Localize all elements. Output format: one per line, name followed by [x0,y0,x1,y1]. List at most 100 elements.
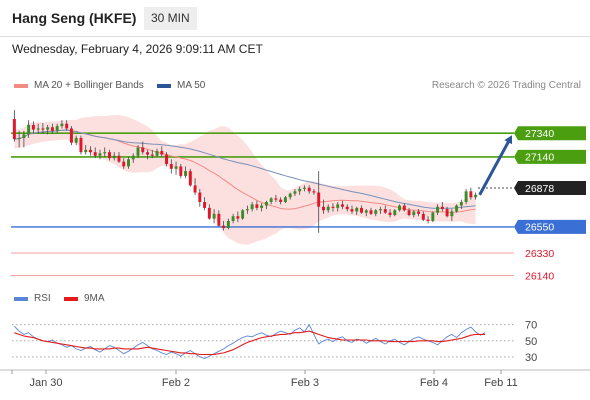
rsi-panel: 70 50 30 [12,320,537,364]
x-tick-label: Feb 2 [162,377,190,389]
legend-9ma-label: 9MA [84,293,105,304]
candle-body [174,166,178,169]
candle [88,146,92,156]
candle-body [84,149,88,153]
candle [440,201,444,212]
candle-body [74,137,78,143]
candle [74,135,78,146]
candle [98,149,102,160]
candle-body [383,209,387,213]
candle [469,187,473,200]
candle [431,211,435,223]
candle-body [464,191,468,202]
candle-body [393,210,397,216]
candle-body [165,154,169,165]
candle [402,203,406,212]
candle [369,207,373,216]
candle [165,152,169,167]
legend-9ma-swatch [64,296,78,301]
candle [131,153,135,163]
candle-body [417,211,421,214]
candle [388,209,392,218]
candle [321,199,325,214]
candle-body [36,128,40,130]
candle-body [136,147,140,156]
candle-body [50,127,54,131]
candle [355,206,359,216]
resistance-tag-1-box [514,126,586,141]
candle [188,168,192,187]
candle-body [402,205,406,211]
candle [436,204,440,216]
timeframe-badge[interactable]: 30 MIN [144,7,197,30]
candle [350,205,354,214]
candle-body [207,207,211,219]
candles [12,110,478,233]
candle [79,135,83,155]
x-tick-label: Feb 4 [420,377,448,389]
candle-body [17,137,21,140]
legend-ma20-swatch [14,83,28,88]
candle [236,211,240,223]
candle-body [379,209,382,211]
candle [412,210,416,218]
candle-body [141,147,145,153]
candle-body [193,185,197,193]
target-label-1: 26330 [525,248,554,260]
candle-body [355,207,359,212]
candle-body [407,210,411,216]
x-tick-label: Jan 30 [29,377,62,389]
candle-body [241,210,245,219]
candle [127,156,130,169]
candle [374,209,378,217]
candle-body [321,206,325,211]
candle-body [212,213,216,219]
candle-body [203,201,207,208]
candle [288,192,292,200]
candle [12,110,16,142]
candle-body [255,204,259,208]
candle [336,201,340,212]
candle [241,209,245,220]
candle [36,123,40,134]
candle-body [245,209,249,211]
candle-body [41,128,45,130]
bollinger-fill [14,114,476,245]
candle-body [169,164,173,169]
candle [293,188,297,197]
candle [60,120,64,129]
candle [174,161,178,175]
candle-body [421,213,425,220]
candle-body [198,192,202,202]
candle-body [360,207,363,213]
candle [155,148,159,157]
candle-body [474,194,478,198]
candle [122,158,126,169]
candle [341,200,344,210]
candle-body [250,204,254,210]
candle-body [226,220,230,229]
support-tag-1: 26550 [514,219,586,234]
candle-body [88,149,92,153]
candle-body [146,152,149,155]
candle [459,199,463,210]
candle-body [374,210,378,214]
candle [179,164,183,179]
candle-body [298,188,302,192]
candle [398,204,402,212]
candle [331,203,335,212]
candle-body [264,201,268,206]
candle-body [236,216,240,219]
candle [307,185,311,194]
x-tick-label: Feb 11 [484,377,517,389]
candle [364,209,368,217]
candle-body [326,206,330,211]
candle-body [160,150,164,155]
candle-body [269,198,273,202]
candle-body [22,134,26,138]
candle-body [331,206,335,208]
candle-body [222,225,226,229]
candle-body [426,219,430,221]
candle-body [103,152,107,154]
